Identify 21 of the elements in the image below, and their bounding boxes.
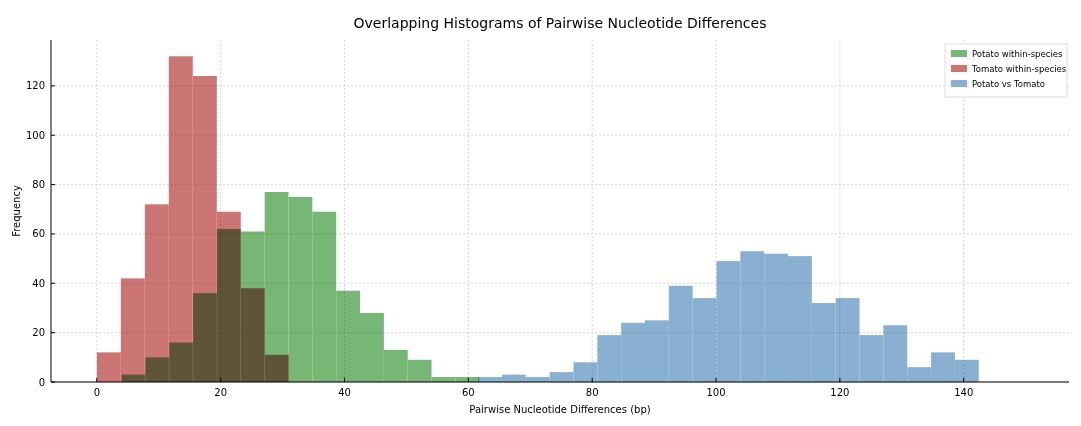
x-tick-label: 100: [706, 387, 726, 398]
y-tick-label: 40: [32, 277, 45, 289]
x-tick-label: 0: [93, 387, 101, 398]
legend-label: Potato vs Tomato: [972, 79, 1045, 89]
x-tick-label: 20: [214, 387, 228, 398]
y-tick-label: 80: [32, 179, 45, 191]
y-axis-title: Frequency: [11, 185, 22, 237]
x-tick-label: 40: [338, 387, 351, 398]
y-tick-label: 100: [25, 129, 45, 141]
x-axis-title: Pairwise Nucleotide Differences (bp): [469, 404, 651, 415]
y-tick-label: 0: [38, 376, 45, 388]
y-tick-label: 20: [32, 327, 45, 339]
x-tick-label: 80: [585, 387, 599, 398]
x-tick-label: 140: [954, 387, 974, 398]
legend-label: Tomato within-species: [971, 64, 1067, 74]
y-tick-label: 60: [32, 228, 45, 240]
y-tick-label: 120: [25, 80, 45, 92]
legend-label: Potato within-species: [972, 49, 1063, 59]
chart-title: Overlapping Histograms of Pairwise Nucleotide Differences: [353, 15, 767, 31]
x-tick-label: 120: [830, 387, 850, 398]
x-tick-label: 60: [461, 387, 475, 398]
